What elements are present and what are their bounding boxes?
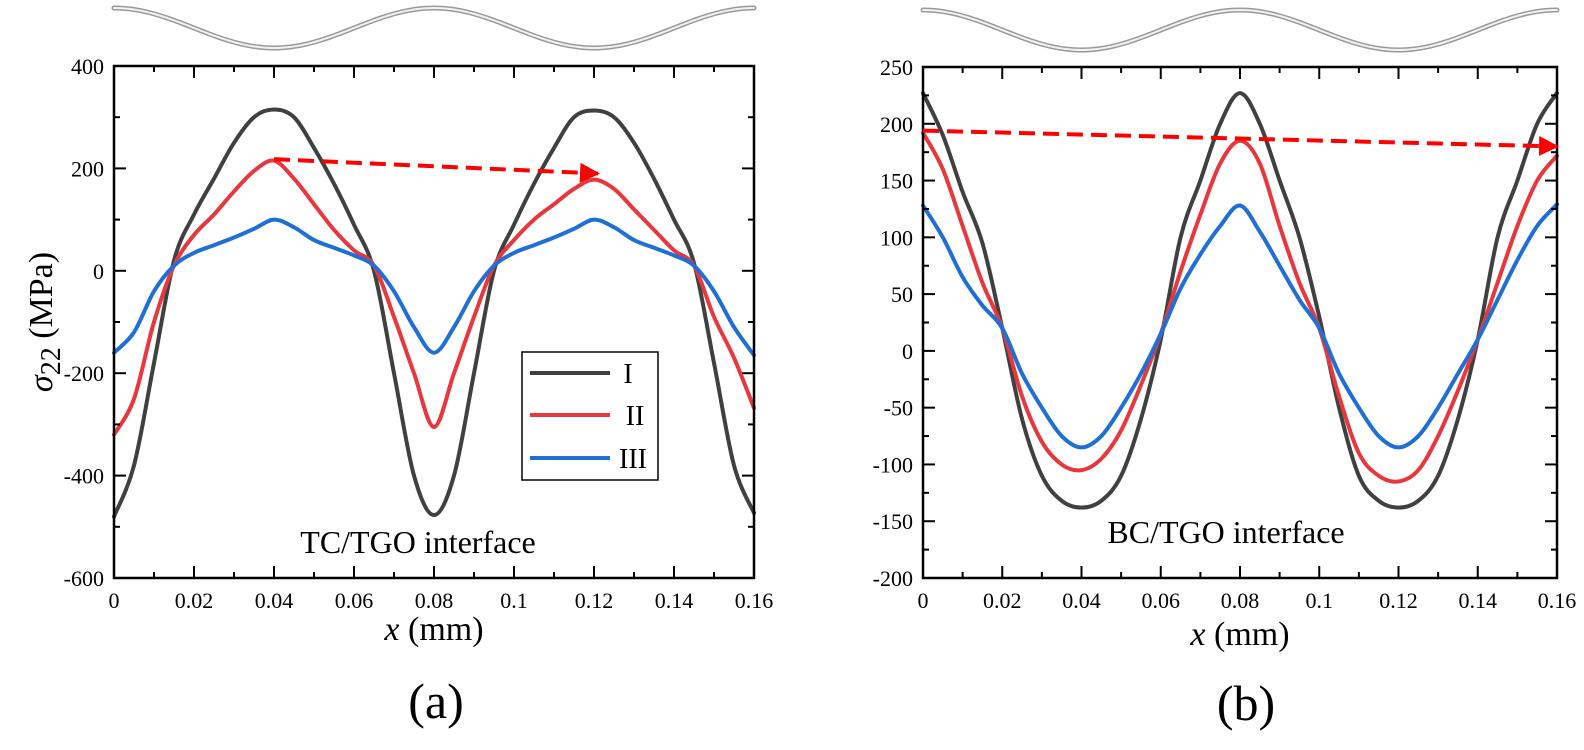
x-tick-label: 0 (918, 588, 929, 613)
y-tick-label: -50 (884, 396, 913, 421)
trend-arrow-b (922, 128, 1559, 157)
x-axis-var-b: x (1189, 616, 1205, 653)
panel-b: 0 0.02 0.04 0.06 0.08 0.1 0.12 0.14 0.16 250 200 1… (873, 7, 1577, 731)
plot-lines-b (921, 91, 1559, 510)
x-tick-label: 0.04 (255, 588, 294, 613)
ticks-b (922, 66, 1558, 579)
wave-inner (922, 8, 1558, 52)
y-tick-label: -600 (64, 566, 104, 591)
y-tick-labels-a: 400 200 0 -200 -400 -600 (64, 54, 104, 591)
x-tick-label: 0.06 (1142, 588, 1181, 613)
x-tick-label: 0.12 (1379, 588, 1418, 613)
wave-inner (113, 6, 755, 50)
trend-arrow-a (273, 157, 600, 183)
annotation-a: TC/TGO interface (300, 524, 535, 560)
series-line-I (921, 91, 1559, 510)
y-tick-label: 200 (71, 156, 104, 181)
y-tick-label: 0 (902, 339, 913, 364)
y-tick-label: -400 (64, 464, 104, 489)
x-tick-label: 0.1 (1306, 588, 1334, 613)
legend: I II III (521, 351, 659, 481)
x-tick-label: 0 (109, 588, 120, 613)
x-tick-label: 0.16 (1538, 588, 1577, 613)
panel-label-a: (a) (408, 673, 464, 729)
wave-outline (111, 5, 757, 51)
x-tick-labels-a: 0 0.02 0.04 0.06 0.08 0.1 0.12 0.14 0.16 (109, 588, 774, 613)
annotation-b: BC/TGO interface (1107, 514, 1344, 550)
panel-a: 0 0.02 0.04 0.06 0.08 0.1 0.12 0.14 0.16 400 200 0… (23, 5, 774, 729)
wave-outline (920, 7, 1560, 53)
legend-label-II: II (626, 401, 645, 432)
legend-label-I: I (623, 359, 632, 390)
x-tick-label: 0.08 (1221, 588, 1260, 613)
y-tick-label: -150 (873, 509, 913, 534)
series-line-I (112, 107, 756, 519)
panel-label-b: (b) (1217, 675, 1275, 731)
x-tick-label: 0.02 (983, 588, 1022, 613)
x-tick-label: 0.16 (735, 588, 774, 613)
x-axis-label-b: x (mm) (1189, 616, 1289, 653)
y-axis-sub-a: 22 (36, 347, 67, 375)
x-tick-label: 0.06 (335, 588, 374, 613)
series-line-II (921, 130, 1559, 484)
x-tick-label: 0.12 (575, 588, 614, 613)
y-tick-label: 150 (880, 169, 913, 194)
plot-lines-a (112, 107, 756, 519)
y-tick-label: 250 (880, 55, 913, 80)
legend-label-III: III (619, 444, 647, 475)
ticks-a (113, 65, 755, 579)
y-axis-unit-a: (MPa) (23, 252, 60, 347)
series-line-II (112, 158, 756, 437)
y-tick-labels-b: 250 200 150 100 50 0 -50 -100 -150 -200 (873, 55, 913, 591)
series-line-III (921, 202, 1559, 450)
interface-wave-a (111, 5, 757, 51)
y-tick-label: -200 (873, 566, 913, 591)
y-axis-var-a: σ (23, 374, 60, 392)
x-axis-unit-a: (mm) (400, 611, 484, 648)
y-tick-label: -200 (64, 361, 104, 386)
x-axis-label-a: x (mm) (383, 611, 483, 648)
x-tick-labels-b: 0 0.02 0.04 0.06 0.08 0.1 0.12 0.14 0.16 (918, 588, 1577, 613)
y-tick-label: 0 (93, 259, 104, 284)
interface-wave-b (920, 7, 1560, 53)
x-axis-unit-b: (mm) (1206, 616, 1290, 653)
y-tick-label: 200 (880, 112, 913, 137)
y-tick-label: -100 (873, 452, 913, 477)
x-tick-label: 0.02 (175, 588, 214, 613)
plot-frame-a (112, 64, 756, 580)
series-line-III (112, 217, 756, 358)
x-tick-label: 0.08 (415, 588, 454, 613)
y-tick-label: 50 (891, 282, 913, 307)
x-tick-label: 0.1 (500, 588, 528, 613)
x-tick-label: 0.14 (655, 588, 694, 613)
x-axis-var-a: x (383, 611, 399, 648)
y-tick-label: 400 (71, 54, 104, 79)
y-axis-label-a: σ22 (MPa) (23, 252, 67, 392)
y-tick-label: 100 (880, 225, 913, 250)
x-tick-label: 0.04 (1062, 588, 1101, 613)
x-tick-label: 0.14 (1459, 588, 1498, 613)
